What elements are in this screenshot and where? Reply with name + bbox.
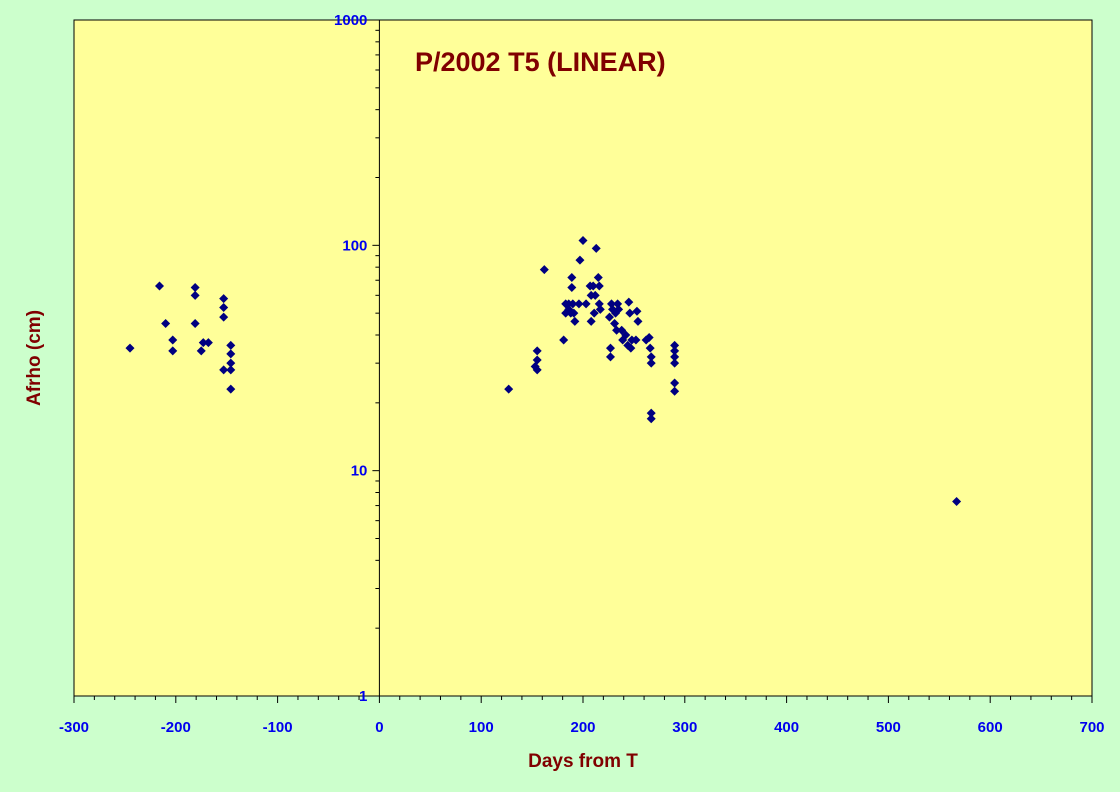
data-point (190, 282, 200, 292)
data-point (198, 338, 208, 348)
data-point (670, 352, 680, 362)
data-point (567, 282, 577, 292)
data-point (226, 340, 236, 350)
data-point (161, 318, 171, 328)
data-point (631, 335, 641, 345)
data-point (190, 290, 200, 300)
data-point (567, 272, 577, 282)
x-tick-label: 500 (876, 719, 901, 736)
x-tick-label: -200 (161, 719, 191, 736)
data-point (226, 384, 236, 394)
data-point (604, 312, 614, 322)
data-point (219, 294, 229, 304)
data-point (593, 272, 603, 282)
data-point (569, 308, 579, 318)
data-point (219, 365, 229, 375)
x-tick-label: 100 (469, 719, 494, 736)
data-point (670, 340, 680, 350)
data-point (670, 386, 680, 396)
data-point (646, 414, 656, 424)
y-tick-label: 10 (351, 463, 368, 480)
data-point (226, 365, 236, 375)
x-tick-label: -300 (59, 719, 89, 736)
data-point (226, 349, 236, 359)
data-point (633, 316, 643, 326)
data-point (625, 308, 635, 318)
data-point (168, 335, 178, 345)
data-point (612, 325, 622, 335)
data-point (219, 302, 229, 312)
data-point (589, 308, 599, 318)
data-point (670, 378, 680, 388)
data-point (219, 312, 229, 322)
data-point (610, 318, 620, 328)
data-point (190, 318, 200, 328)
data-point (539, 265, 549, 275)
data-point (226, 358, 236, 368)
data-point (155, 281, 165, 291)
y-tick-label: 1 (359, 688, 367, 705)
data-point (530, 361, 540, 371)
data-point (586, 316, 596, 326)
data-point (646, 352, 656, 362)
data-point (632, 306, 642, 316)
data-point (591, 243, 601, 253)
data-point (578, 236, 588, 246)
data-point (626, 343, 636, 353)
data-point (196, 346, 206, 356)
data-point (614, 304, 624, 314)
data-point (504, 384, 514, 394)
data-point (575, 255, 585, 265)
x-tick-label: 300 (672, 719, 697, 736)
x-tick-label: 600 (978, 719, 1003, 736)
y-axis-title: Afrho (cm) (24, 310, 45, 406)
data-point (605, 352, 615, 362)
x-axis-title: Days from T (528, 751, 638, 772)
data-point (646, 408, 656, 418)
data-point (646, 358, 656, 368)
data-point (621, 330, 631, 340)
data-point (670, 358, 680, 368)
data-point (590, 290, 600, 300)
data-point (594, 281, 604, 291)
data-point (574, 299, 584, 309)
data-point (605, 343, 615, 353)
data-point (559, 335, 569, 345)
chart-title: P/2002 T5 (LINEAR) (415, 47, 666, 77)
x-tick-label: 700 (1079, 719, 1104, 736)
data-point (125, 343, 135, 353)
y-axis-ticks: 1 10 100 1000 (334, 12, 380, 705)
data-point (624, 297, 634, 307)
data-points (125, 236, 962, 506)
data-point (670, 346, 680, 356)
x-tick-label: -100 (263, 719, 293, 736)
data-point (532, 346, 542, 356)
x-tick-label: 200 (570, 719, 595, 736)
data-point (952, 496, 962, 506)
y-tick-label: 100 (342, 237, 367, 254)
data-point (645, 343, 655, 353)
data-point (168, 346, 178, 356)
data-point (568, 299, 578, 309)
data-point (595, 304, 605, 314)
x-tick-label: 400 (774, 719, 799, 736)
data-point (203, 338, 213, 348)
data-point (581, 299, 591, 309)
y-tick-label: 1000 (334, 12, 367, 29)
x-tick-label: 0 (375, 719, 383, 736)
x-axis-ticks: -300 -200 -100 0 100 200 300 400 500 600 700 (59, 696, 1105, 736)
data-point (588, 281, 598, 291)
data-point (570, 316, 580, 326)
data-point (644, 332, 654, 342)
plot-area (73, 19, 1093, 697)
